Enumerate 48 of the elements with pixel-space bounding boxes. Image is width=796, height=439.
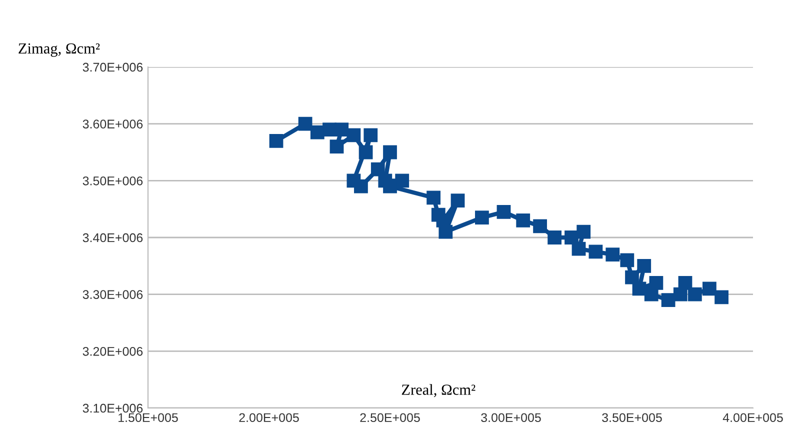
point	[354, 179, 368, 194]
point	[606, 248, 620, 262]
point	[450, 194, 465, 208]
point	[330, 140, 344, 154]
x-tick-label: 1.50E+005	[118, 413, 178, 422]
point	[364, 128, 378, 142]
point	[688, 287, 702, 302]
point	[637, 258, 652, 273]
point	[395, 174, 410, 188]
point	[644, 287, 658, 302]
point	[533, 219, 547, 234]
y-tick-label: 3.20E+006	[82, 346, 143, 356]
x-tick-label: 2.50E+005	[360, 413, 420, 422]
point	[714, 290, 728, 304]
point	[358, 145, 373, 160]
point	[588, 244, 603, 259]
point	[576, 224, 591, 239]
point	[572, 242, 586, 256]
x-tick-label: 3.00E+005	[481, 413, 541, 422]
x-tick-label: 4.00E+005	[722, 413, 783, 422]
point	[475, 210, 489, 225]
y-tick-label: 3.50E+006	[82, 176, 143, 186]
point	[438, 224, 453, 239]
point	[702, 282, 716, 296]
point	[661, 293, 676, 307]
point	[620, 253, 634, 268]
x-tick-label: 2.00E+005	[239, 413, 299, 422]
point	[426, 190, 441, 205]
x-axis-title: Zreal, Ωcm²	[402, 384, 476, 398]
point	[383, 145, 397, 160]
x-tick-label: 3.50E+005	[602, 413, 662, 422]
y-tick-label: 3.10E+006	[82, 404, 143, 413]
y-tick-label: 3.60E+006	[82, 120, 143, 128]
y-tick-label: 3.40E+006	[82, 233, 143, 242]
point	[298, 116, 312, 131]
point	[310, 125, 324, 140]
point	[516, 214, 530, 228]
y-axis-title: Zimag, Ωcm²	[18, 43, 100, 57]
point	[346, 128, 361, 142]
point	[334, 122, 349, 136]
point	[496, 204, 511, 219]
y-tick-label: 3.30E+006	[82, 290, 143, 299]
point	[548, 230, 562, 244]
point	[678, 276, 692, 290]
point	[269, 134, 284, 148]
point	[370, 162, 385, 176]
point	[632, 282, 646, 296]
y-tick-label: 3.70E+006	[82, 62, 143, 72]
